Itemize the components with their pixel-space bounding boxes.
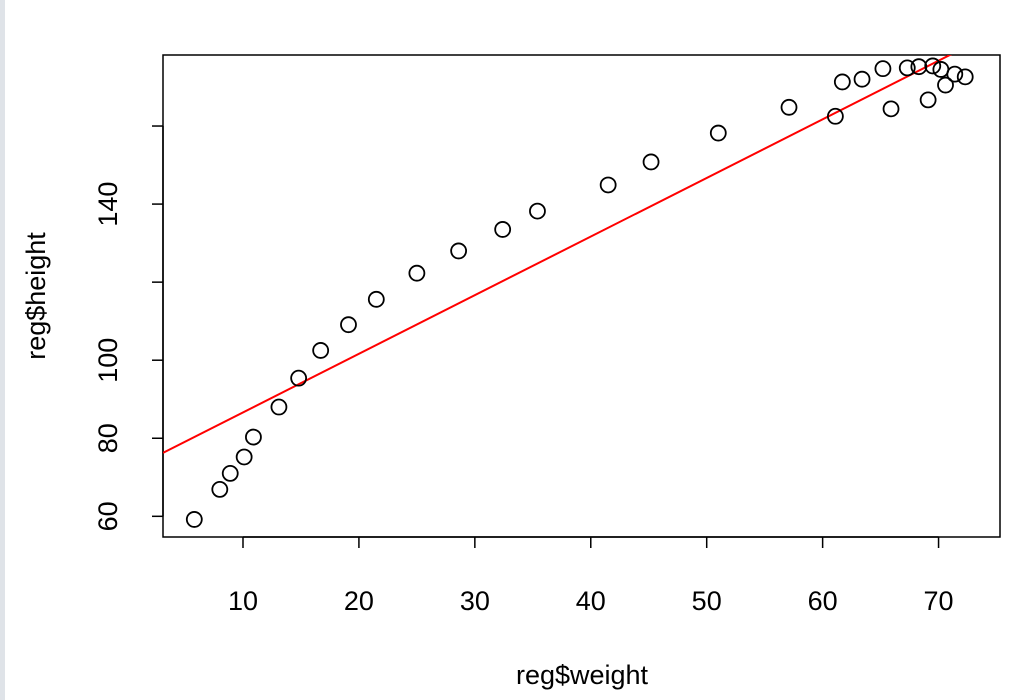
data-point <box>408 264 426 282</box>
data-point <box>340 316 357 334</box>
x-tick-label: 20 <box>344 586 374 616</box>
data-point <box>367 290 385 308</box>
y-tick-label: 100 <box>93 338 123 383</box>
data-point <box>924 57 942 75</box>
data-point <box>211 480 229 498</box>
data-point <box>245 428 262 446</box>
data-point <box>833 73 851 91</box>
y-tick-label: 60 <box>93 501 123 531</box>
data-point <box>956 68 974 86</box>
regression-line-group <box>163 55 953 454</box>
x-tick-label: 30 <box>460 586 490 616</box>
data-point <box>270 398 288 416</box>
data-point <box>937 76 954 94</box>
x-axis-label: reg$weight <box>516 660 649 690</box>
regression-line <box>163 55 953 454</box>
data-point <box>312 342 330 359</box>
data-point <box>780 98 798 116</box>
data-point <box>599 176 617 194</box>
data-point <box>898 59 916 77</box>
data-point <box>529 202 546 220</box>
data-point <box>642 153 660 171</box>
y-tick-label: 140 <box>93 182 123 227</box>
window-left-border <box>0 0 5 700</box>
x-tick-label: 50 <box>692 586 722 616</box>
data-point <box>946 65 964 83</box>
x-tick-label: 60 <box>808 586 838 616</box>
y-tick-label: 80 <box>93 423 123 453</box>
x-tick-label: 10 <box>228 586 258 616</box>
data-point <box>709 124 727 142</box>
x-tick-label: 70 <box>924 586 954 616</box>
data-point <box>494 221 512 238</box>
data-point <box>290 369 308 387</box>
data-point <box>826 107 844 125</box>
data-point <box>235 448 253 466</box>
y-axis: 60 80 100 140 <box>93 125 164 531</box>
x-tick-label: 40 <box>576 586 606 616</box>
data-point <box>919 91 937 109</box>
data-point <box>882 100 900 118</box>
plot-frame <box>162 54 1001 538</box>
data-point <box>221 464 239 482</box>
data-point <box>910 58 928 76</box>
points-group <box>185 57 974 528</box>
data-point <box>853 70 871 88</box>
data-point <box>185 511 203 528</box>
data-point <box>874 60 892 78</box>
y-axis-label: reg$height <box>21 232 51 360</box>
data-point <box>450 242 468 260</box>
x-axis: 10 20 30 40 50 60 70 <box>228 536 954 616</box>
